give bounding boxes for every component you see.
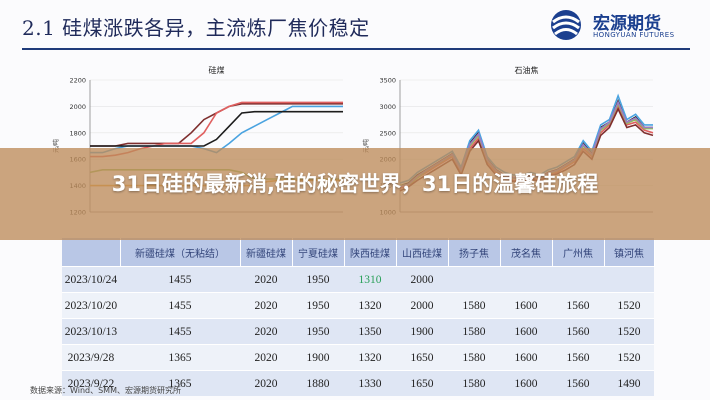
header-cell <box>62 238 121 267</box>
table-cell: 1320 <box>344 292 396 319</box>
headline-banner: 31日硅的最新消,硅的秘密世界，31日的温馨硅旅程 <box>0 148 710 240</box>
table-cell: 1600 <box>500 370 552 396</box>
chart-title: 石油焦 <box>515 65 539 75</box>
y-tick-label: 3500 <box>379 77 396 85</box>
table-cell: 2020 <box>240 292 292 319</box>
table-cell: 1560 <box>552 344 604 371</box>
table-cell <box>552 266 604 293</box>
table-cell <box>500 266 552 293</box>
table-cell: 1455 <box>120 266 240 293</box>
table-cell: 2000 <box>396 292 448 319</box>
y-tick-label: 1800 <box>69 129 86 137</box>
table-row: 2023/10/24 1455 2020 1950 1310 2000 <box>62 266 654 293</box>
header-cell: 广州焦 <box>552 238 605 267</box>
table-cell: 1330 <box>344 370 396 396</box>
header-cell: 山西硅煤 <box>396 238 449 267</box>
table-cell: 1900 <box>396 318 448 345</box>
y-axis-label: 元/吨 <box>362 139 370 153</box>
date-cell: 2023/10/20 <box>62 292 120 319</box>
y-axis-label: 元/吨 <box>52 139 60 153</box>
table-cell: 2000 <box>396 266 448 293</box>
table-cell: 2020 <box>240 318 292 345</box>
table-cell: 1950 <box>292 266 344 293</box>
price-table: 新疆硅煤（无粘结） 新疆硅煤 宁夏硅煤 陕西硅煤 山西硅煤 扬子焦 茂名焦 广州… <box>62 238 655 396</box>
table-cell: 2020 <box>240 344 292 371</box>
date-cell: 2023/10/13 <box>62 318 120 345</box>
logo-en-text: HONGYUAN FUTURES <box>593 31 675 39</box>
chart-title: 硅煤 <box>209 65 225 75</box>
y-tick-label: 2500 <box>379 129 396 137</box>
table-cell: 1520 <box>604 344 654 371</box>
y-tick-label: 3000 <box>379 103 396 111</box>
date-cell: 2023/9/28 <box>62 344 120 371</box>
table-cell: 1600 <box>500 318 552 345</box>
table-cell: 1650 <box>396 370 448 396</box>
table-cell: 1580 <box>448 370 500 396</box>
table-cell: 1880 <box>292 370 344 396</box>
title-rule <box>22 48 690 50</box>
table-cell <box>604 266 654 293</box>
table-cell: 1650 <box>396 344 448 371</box>
table-cell: 1455 <box>120 292 240 319</box>
price-table-head: 新疆硅煤（无粘结） 新疆硅煤 宁夏硅煤 陕西硅煤 山西硅煤 扬子焦 茂名焦 广州… <box>62 238 655 267</box>
table-cell: 1365 <box>120 370 240 396</box>
header-cell: 茂名焦 <box>500 238 553 267</box>
date-cell: 2023/10/24 <box>62 266 120 293</box>
table-cell: 1350 <box>344 318 396 345</box>
table-cell: 1520 <box>604 318 654 345</box>
table-cell: 1455 <box>120 318 240 345</box>
header-cell: 镇河焦 <box>604 238 655 267</box>
table-cell: 1320 <box>344 344 396 371</box>
table-cell: 1600 <box>500 344 552 371</box>
table-cell: 1490 <box>604 370 654 396</box>
header-cell: 扬子焦 <box>448 238 501 267</box>
table-cell: 1580 <box>448 344 500 371</box>
y-tick-label: 2200 <box>69 77 86 85</box>
table-cell: 1560 <box>552 292 604 319</box>
table-cell: 2020 <box>240 266 292 293</box>
table-cell: 1560 <box>552 318 604 345</box>
table-cell: 1900 <box>292 344 344 371</box>
table-row: 2023/9/28 1365 2020 1900 1320 1650 1580 … <box>62 344 654 371</box>
table-cell: 1365 <box>120 344 240 371</box>
table-row: 2023/10/20 1455 2020 1950 1320 2000 1580… <box>62 292 654 319</box>
table-cell: 1310 <box>344 266 396 293</box>
table-cell <box>448 266 500 293</box>
source-note: 数据来源：Wind、SMM、宏源期货研究所 <box>30 386 181 395</box>
date-cell: 2023/9/22 <box>62 370 120 396</box>
price-table-body: 2023/10/24 1455 2020 1950 1310 2000 2023… <box>62 266 654 396</box>
table-cell: 1950 <box>292 292 344 319</box>
table-cell: 1520 <box>604 292 654 319</box>
table-cell: 1580 <box>448 292 500 319</box>
table-cell: 1580 <box>448 318 500 345</box>
table-row: 2023/10/13 1455 2020 1950 1350 1900 1580… <box>62 318 654 345</box>
company-logo: 宏源期货 HONGYUAN FUTURES <box>545 8 695 44</box>
logo-icon <box>551 10 581 40</box>
slide-title: 2.1 硅煤涨跌各异，主流炼厂焦价稳定 <box>22 16 370 40</box>
price-table-header-row: 新疆硅煤（无粘结） 新疆硅煤 宁夏硅煤 陕西硅煤 山西硅煤 扬子焦 茂名焦 广州… <box>62 238 655 267</box>
table-cell: 1950 <box>292 318 344 345</box>
y-tick-label: 2000 <box>69 103 86 111</box>
logo-cn-text: 宏源期货 <box>593 14 661 34</box>
table-cell: 1600 <box>500 292 552 319</box>
header-cell: 新疆硅煤 <box>240 238 293 267</box>
header-cell: 新疆硅煤（无粘结） <box>120 238 241 267</box>
table-row: 2023/9/22 1365 2020 1880 1330 1650 1580 … <box>62 370 654 396</box>
header-cell: 宁夏硅煤 <box>292 238 345 267</box>
series-line-4 <box>90 110 343 147</box>
header-cell: 陕西硅煤 <box>344 238 397 267</box>
banner-text: 31日硅的最新消,硅的秘密世界，31日的温馨硅旅程 <box>111 172 599 196</box>
table-cell: 1560 <box>552 370 604 396</box>
table-cell: 2020 <box>240 370 292 396</box>
